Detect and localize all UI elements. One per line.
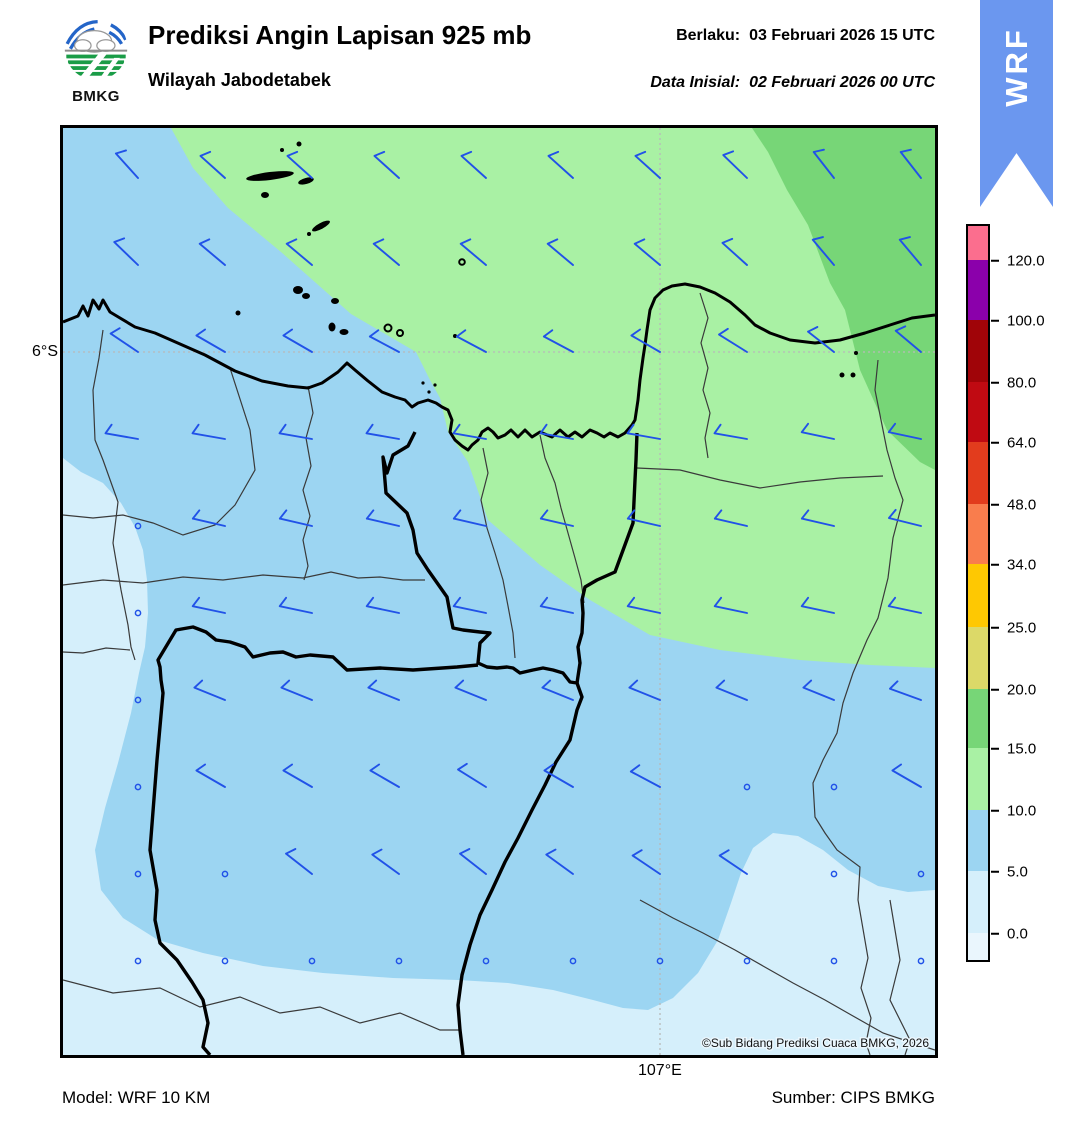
colorbar-segment bbox=[968, 564, 988, 627]
colorbar-tick-label: 100.0 bbox=[1007, 312, 1045, 329]
axis-label-longitude: 107°E bbox=[638, 1062, 682, 1079]
islands-ring bbox=[383, 258, 466, 337]
colorbar-tick bbox=[991, 809, 999, 812]
colorbar-tick-label: 25.0 bbox=[1007, 619, 1037, 636]
islands bbox=[235, 141, 858, 394]
colorbar-segment bbox=[968, 748, 988, 810]
colorbar-tick bbox=[991, 503, 999, 506]
colorbar-segment bbox=[968, 871, 988, 933]
model-label: Model: WRF 10 KM bbox=[62, 1088, 211, 1107]
colorbar-tick-label: 5.0 bbox=[1007, 863, 1028, 880]
calm-wind-markers bbox=[134, 522, 925, 965]
colorbar-segment bbox=[968, 627, 988, 689]
colorbar-tick bbox=[991, 747, 999, 750]
region-wind-0-5 bbox=[63, 458, 935, 1055]
init-time-value: 02 Februari 2026 00 UTC bbox=[749, 74, 935, 91]
wind-map: ©Sub Bidang Prediksi Cuaca BMKG, 2026 bbox=[63, 128, 935, 1055]
wrf-ribbon-label: WRF bbox=[998, 27, 1034, 107]
colorbar-tick-label: 0.0 bbox=[1007, 925, 1028, 942]
colorbar-segment bbox=[968, 320, 988, 382]
colorbar-segment bbox=[968, 442, 988, 504]
colorbar-tick bbox=[991, 259, 999, 262]
colorbar-tick bbox=[991, 626, 999, 629]
colorbar-tick bbox=[991, 563, 999, 566]
coastline bbox=[63, 282, 935, 452]
valid-time-label: Berlaku: bbox=[676, 27, 741, 44]
region-wind-15-20 bbox=[752, 128, 935, 470]
wrf-ribbon-banner: WRF bbox=[980, 0, 1053, 207]
colorbar-tick bbox=[991, 319, 999, 322]
init-time-line: Data Inisial: 02 Februari 2026 00 UTC bbox=[650, 74, 935, 92]
colorbar-tick bbox=[991, 870, 999, 873]
colorbar-segment bbox=[968, 226, 988, 260]
logo-text: BMKG bbox=[72, 88, 120, 105]
colorbar-tick-label: 34.0 bbox=[1007, 556, 1037, 573]
colorbar-segment bbox=[968, 933, 988, 960]
colorbar-swatches bbox=[966, 224, 990, 962]
colorbar-tick bbox=[991, 441, 999, 444]
colorbar-legend: 120.0 100.0 80.0 64.0 48.0 34.0 25.0 20.0 15.0 10… bbox=[966, 224, 1045, 962]
colorbar-tick bbox=[991, 381, 999, 384]
bmkg-logo: BMKG bbox=[56, 14, 136, 105]
colorbar-tick-label: 64.0 bbox=[1007, 434, 1037, 451]
init-time-label: Data Inisial: bbox=[650, 74, 741, 91]
page-subtitle: Wilayah Jabodetabek bbox=[148, 70, 331, 90]
bmkg-logo-icon bbox=[64, 15, 128, 81]
colorbar-segment bbox=[968, 810, 988, 871]
province-boundaries bbox=[148, 431, 639, 1055]
district-boundaries bbox=[63, 292, 935, 1055]
axis-label-latitude: 6°S bbox=[32, 343, 58, 360]
colorbar-segment bbox=[968, 689, 988, 748]
map-copyright: ©Sub Bidang Prediksi Cuaca BMKG, 2026 bbox=[702, 1036, 929, 1050]
colorbar-tick bbox=[991, 932, 999, 935]
colorbar-tick bbox=[991, 688, 999, 691]
colorbar-segment bbox=[968, 260, 988, 320]
colorbar-segment bbox=[968, 382, 988, 442]
colorbar-tick-label: 80.0 bbox=[1007, 374, 1037, 391]
colorbar-tick-label: 20.0 bbox=[1007, 681, 1037, 698]
valid-time-value: 03 Februari 2026 15 UTC bbox=[749, 27, 935, 44]
colorbar-tick-label: 48.0 bbox=[1007, 496, 1037, 513]
valid-time-line: Berlaku: 03 Februari 2026 15 UTC bbox=[676, 27, 935, 45]
colorbar-tick-label: 120.0 bbox=[1007, 252, 1045, 269]
page-title: Prediksi Angin Lapisan 925 mb bbox=[148, 20, 532, 50]
colorbar-segment bbox=[968, 504, 988, 564]
source-label: Sumber: CIPS BMKG bbox=[771, 1088, 935, 1107]
map-area: ©Sub Bidang Prediksi Cuaca BMKG, 2026 bbox=[60, 125, 938, 1058]
colorbar-tick-label: 10.0 bbox=[1007, 802, 1037, 819]
wind-barbs bbox=[104, 148, 922, 875]
colorbar-tick-label: 15.0 bbox=[1007, 740, 1037, 757]
